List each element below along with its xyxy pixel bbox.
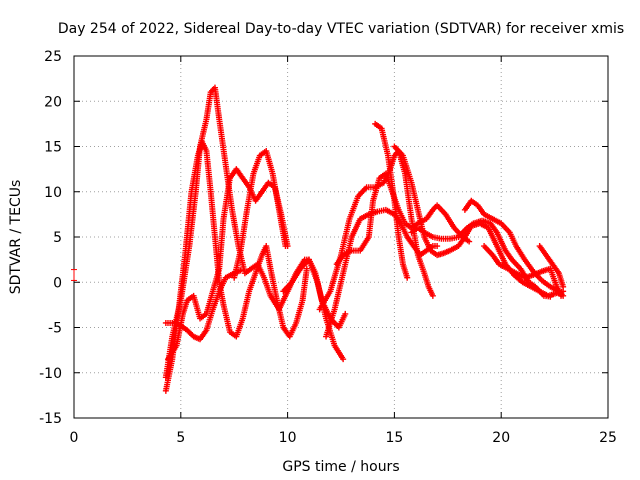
data-point [466, 238, 473, 245]
x-axis-label: GPS time / hours [282, 459, 399, 475]
data-marks [71, 84, 567, 394]
x-axis-ticks: 0 5 10 15 20 25 [70, 56, 617, 446]
x-tick-label: 15 [385, 430, 403, 446]
series-arc-15 [536, 243, 567, 290]
y-tick-label: 0 [53, 275, 62, 291]
y-axis-ticks: -15 -10 -5 0 5 10 15 20 25 [39, 49, 608, 427]
series-arc-9 [372, 120, 411, 281]
data-point [560, 283, 567, 290]
x-tick-label: 25 [599, 430, 617, 446]
x-tick-label: 20 [492, 430, 510, 446]
data-point [342, 310, 349, 317]
y-tick-label: 10 [44, 185, 62, 201]
x-tick-label: 0 [70, 430, 79, 446]
error-bar [71, 269, 77, 281]
y-tick-label: -15 [39, 411, 62, 427]
y-tick-label: -5 [48, 321, 62, 337]
x-tick-label: 5 [176, 430, 185, 446]
y-tick-label: 25 [44, 49, 62, 65]
series-arc-14 [481, 243, 565, 299]
data-point [303, 265, 310, 272]
y-tick-label: 15 [44, 140, 62, 156]
data-point [404, 274, 411, 281]
y-axis-label: SDTVAR / TECUs [8, 180, 24, 295]
y-tick-label: 20 [44, 94, 62, 110]
grid-lines [74, 56, 608, 418]
data-point [429, 292, 436, 299]
series-arc-5 [231, 148, 289, 281]
data-point [282, 243, 289, 250]
series-arc-10 [333, 170, 473, 268]
series-arc-13 [461, 197, 567, 299]
y-tick-label: -10 [39, 366, 62, 382]
series-arc-6 [280, 256, 347, 363]
data-point [547, 293, 554, 300]
data-point [340, 356, 347, 363]
chart-title: Day 254 of 2022, Sidereal Day-to-day VTE… [58, 21, 624, 37]
series-arc-12 [408, 217, 554, 300]
series-arc-3 [162, 138, 310, 394]
data-point [237, 267, 244, 274]
data-point [558, 292, 565, 299]
series-arc-8 [323, 206, 441, 340]
y-tick-label: 5 [53, 230, 62, 246]
x-tick-label: 10 [279, 430, 297, 446]
data-point [434, 243, 441, 250]
